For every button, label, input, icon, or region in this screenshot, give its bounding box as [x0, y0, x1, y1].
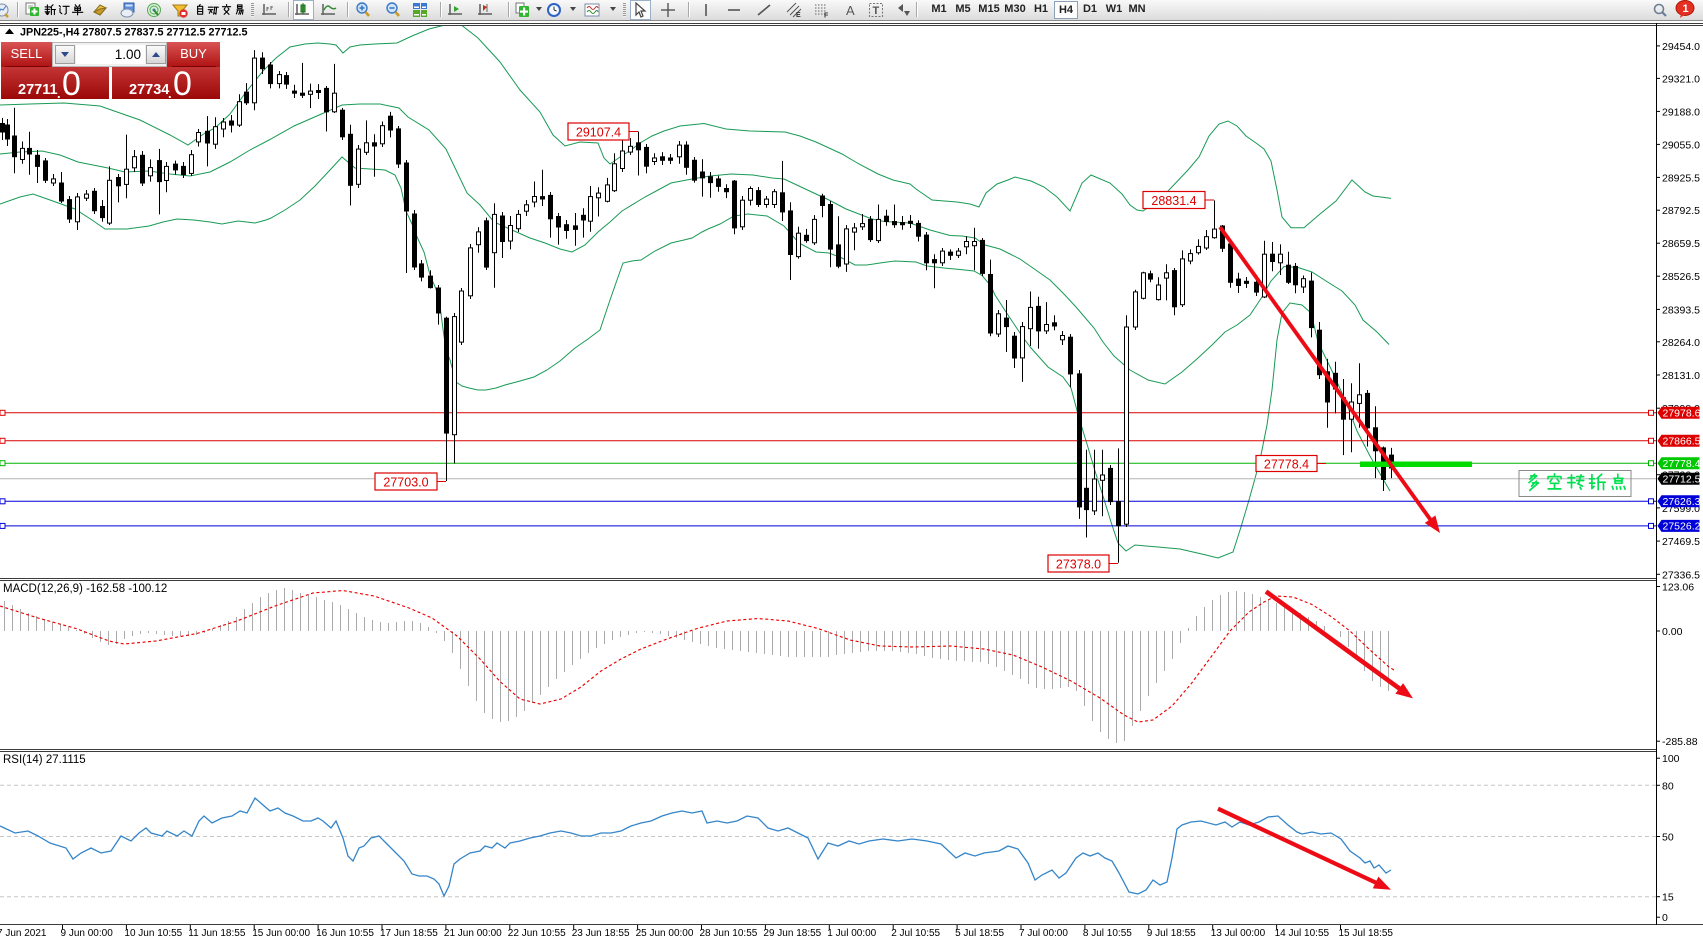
- svg-text:1 Jul 00:00: 1 Jul 00:00: [827, 928, 876, 939]
- svg-text:5 Jul 18:55: 5 Jul 18:55: [955, 928, 1004, 939]
- svg-text:11 Jun 18:55: 11 Jun 18:55: [188, 928, 246, 939]
- svg-text:F: F: [824, 13, 829, 19]
- svg-text:15: 15: [1662, 892, 1674, 904]
- svg-text:50: 50: [1662, 832, 1674, 844]
- svg-text:10 Jun 10:55: 10 Jun 10:55: [124, 928, 182, 939]
- svg-text:13 Jul 00:00: 13 Jul 00:00: [1211, 928, 1266, 939]
- svg-text:T: T: [873, 5, 880, 17]
- svg-text:23 Jun 18:55: 23 Jun 18:55: [572, 928, 630, 939]
- svg-text:9 Jun 00:00: 9 Jun 00:00: [61, 928, 114, 939]
- svg-text:29055.0: 29055.0: [1662, 139, 1700, 151]
- svg-text:28264.0: 28264.0: [1662, 337, 1700, 349]
- svg-text:29188.0: 29188.0: [1662, 106, 1700, 118]
- svg-text:A: A: [846, 3, 855, 18]
- svg-text:1: 1: [1683, 3, 1689, 15]
- svg-text:28792.5: 28792.5: [1662, 205, 1700, 217]
- svg-text:27866.5: 27866.5: [1663, 436, 1701, 448]
- svg-text:29321.0: 29321.0: [1662, 73, 1700, 85]
- svg-text:9 Jul 18:55: 9 Jul 18:55: [1147, 928, 1196, 939]
- svg-text:27378.0: 27378.0: [1056, 558, 1101, 572]
- svg-text:RSI(14) 27.1115: RSI(14) 27.1115: [3, 754, 86, 766]
- svg-text:21 Jun 00:00: 21 Jun 00:00: [444, 928, 502, 939]
- svg-text:17 Jun 18:55: 17 Jun 18:55: [380, 928, 438, 939]
- svg-text:27712.5: 27712.5: [1663, 474, 1701, 486]
- svg-text:28393.5: 28393.5: [1662, 304, 1700, 316]
- svg-text:MACD(12,26,9) -162.58 -100.12: MACD(12,26,9) -162.58 -100.12: [3, 583, 167, 595]
- svg-text:28131.0: 28131.0: [1662, 370, 1700, 382]
- svg-text:15 Jul 18:55: 15 Jul 18:55: [1339, 928, 1394, 939]
- svg-text:27778.4: 27778.4: [1663, 458, 1701, 470]
- svg-text:JPN225-,H4 27807.5 27837.5 27: JPN225-,H4 27807.5 27837.5 27712.5 27712…: [20, 27, 248, 39]
- svg-text:E: E: [796, 12, 801, 18]
- svg-text:15 Jun 00:00: 15 Jun 00:00: [252, 928, 310, 939]
- svg-text:80: 80: [1662, 780, 1674, 792]
- svg-text:28526.5: 28526.5: [1662, 271, 1700, 283]
- svg-text:7 Jul 00:00: 7 Jul 00:00: [1019, 928, 1068, 939]
- svg-text:123.06: 123.06: [1662, 582, 1694, 594]
- svg-text:28831.4: 28831.4: [1151, 194, 1196, 208]
- svg-text:27778.4: 27778.4: [1264, 458, 1309, 472]
- svg-text:22 Jun 10:55: 22 Jun 10:55: [508, 928, 566, 939]
- svg-text:0.00: 0.00: [1662, 626, 1683, 638]
- svg-text:29 Jun 18:55: 29 Jun 18:55: [763, 928, 821, 939]
- svg-text:27626.3: 27626.3: [1663, 496, 1701, 508]
- svg-text:28925.5: 28925.5: [1662, 172, 1700, 184]
- svg-text:14 Jul 10:55: 14 Jul 10:55: [1275, 928, 1330, 939]
- svg-text:27336.5: 27336.5: [1662, 569, 1700, 581]
- svg-text:0: 0: [1662, 912, 1668, 924]
- svg-text:27978.6: 27978.6: [1663, 408, 1701, 420]
- svg-text:2 Jul 10:55: 2 Jul 10:55: [891, 928, 940, 939]
- svg-text:28 Jun 10:55: 28 Jun 10:55: [700, 928, 758, 939]
- svg-text:27526.2: 27526.2: [1663, 521, 1701, 533]
- svg-text:-285.88: -285.88: [1662, 736, 1698, 748]
- svg-text:28659.5: 28659.5: [1662, 238, 1700, 250]
- svg-text:27703.0: 27703.0: [383, 476, 428, 490]
- svg-text:29107.4: 29107.4: [576, 126, 621, 140]
- svg-text:7 Jun 2021: 7 Jun 2021: [0, 928, 47, 939]
- svg-text:16 Jun 10:55: 16 Jun 10:55: [316, 928, 374, 939]
- svg-text:25 Jun 00:00: 25 Jun 00:00: [636, 928, 694, 939]
- svg-text:100: 100: [1662, 753, 1680, 765]
- svg-text:27469.5: 27469.5: [1662, 536, 1700, 548]
- svg-text:29454.0: 29454.0: [1662, 41, 1700, 53]
- svg-text:8 Jul 10:55: 8 Jul 10:55: [1083, 928, 1132, 939]
